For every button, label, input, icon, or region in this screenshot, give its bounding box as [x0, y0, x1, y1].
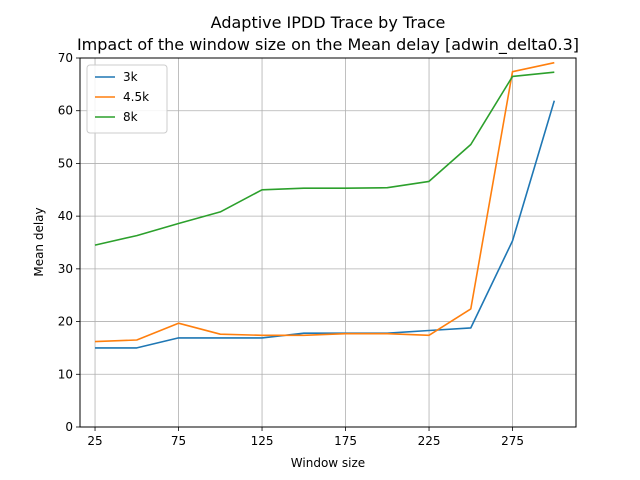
- series-line-8k: [94, 71, 555, 246]
- x-tick-label: 125: [251, 434, 274, 448]
- x-axis-label: Window size: [291, 456, 365, 470]
- x-tick-label: 75: [171, 434, 186, 448]
- x-tick-label: 225: [418, 434, 441, 448]
- y-tick-label: 30: [58, 262, 73, 276]
- legend-entry: 8k: [123, 110, 138, 124]
- y-tick-label: 0: [65, 420, 73, 434]
- series-lines: [94, 61, 556, 349]
- x-tick-label: 275: [501, 434, 524, 448]
- series-line-3k: [95, 100, 556, 349]
- chart-title: Adaptive IPDD Trace by Trace: [211, 13, 446, 32]
- series-line-4.5k: [94, 61, 555, 343]
- y-tick-label: 60: [58, 104, 73, 118]
- x-tick-label: 25: [87, 434, 102, 448]
- x-tick-label: 175: [334, 434, 357, 448]
- plot-area-frame: [79, 57, 577, 428]
- y-tick-label: 40: [58, 209, 73, 223]
- y-tick-label: 10: [58, 367, 73, 381]
- y-axis-label: Mean delay: [32, 207, 46, 276]
- y-tick-label: 70: [58, 51, 73, 65]
- y-tick-label: 20: [58, 315, 73, 329]
- y-tick-label: 50: [58, 156, 73, 170]
- legend-entry: 4.5k: [123, 90, 149, 104]
- legend-box: [86, 64, 168, 134]
- chart-subtitle: Impact of the window size on the Mean de…: [77, 35, 579, 55]
- legend: 3k 4.5k 8k: [86, 64, 168, 134]
- axis-ticks: 25 75 125 175 225 275 0 10 20 30 40 50 60 70: [58, 51, 524, 448]
- legend-entry: 3k: [123, 70, 138, 84]
